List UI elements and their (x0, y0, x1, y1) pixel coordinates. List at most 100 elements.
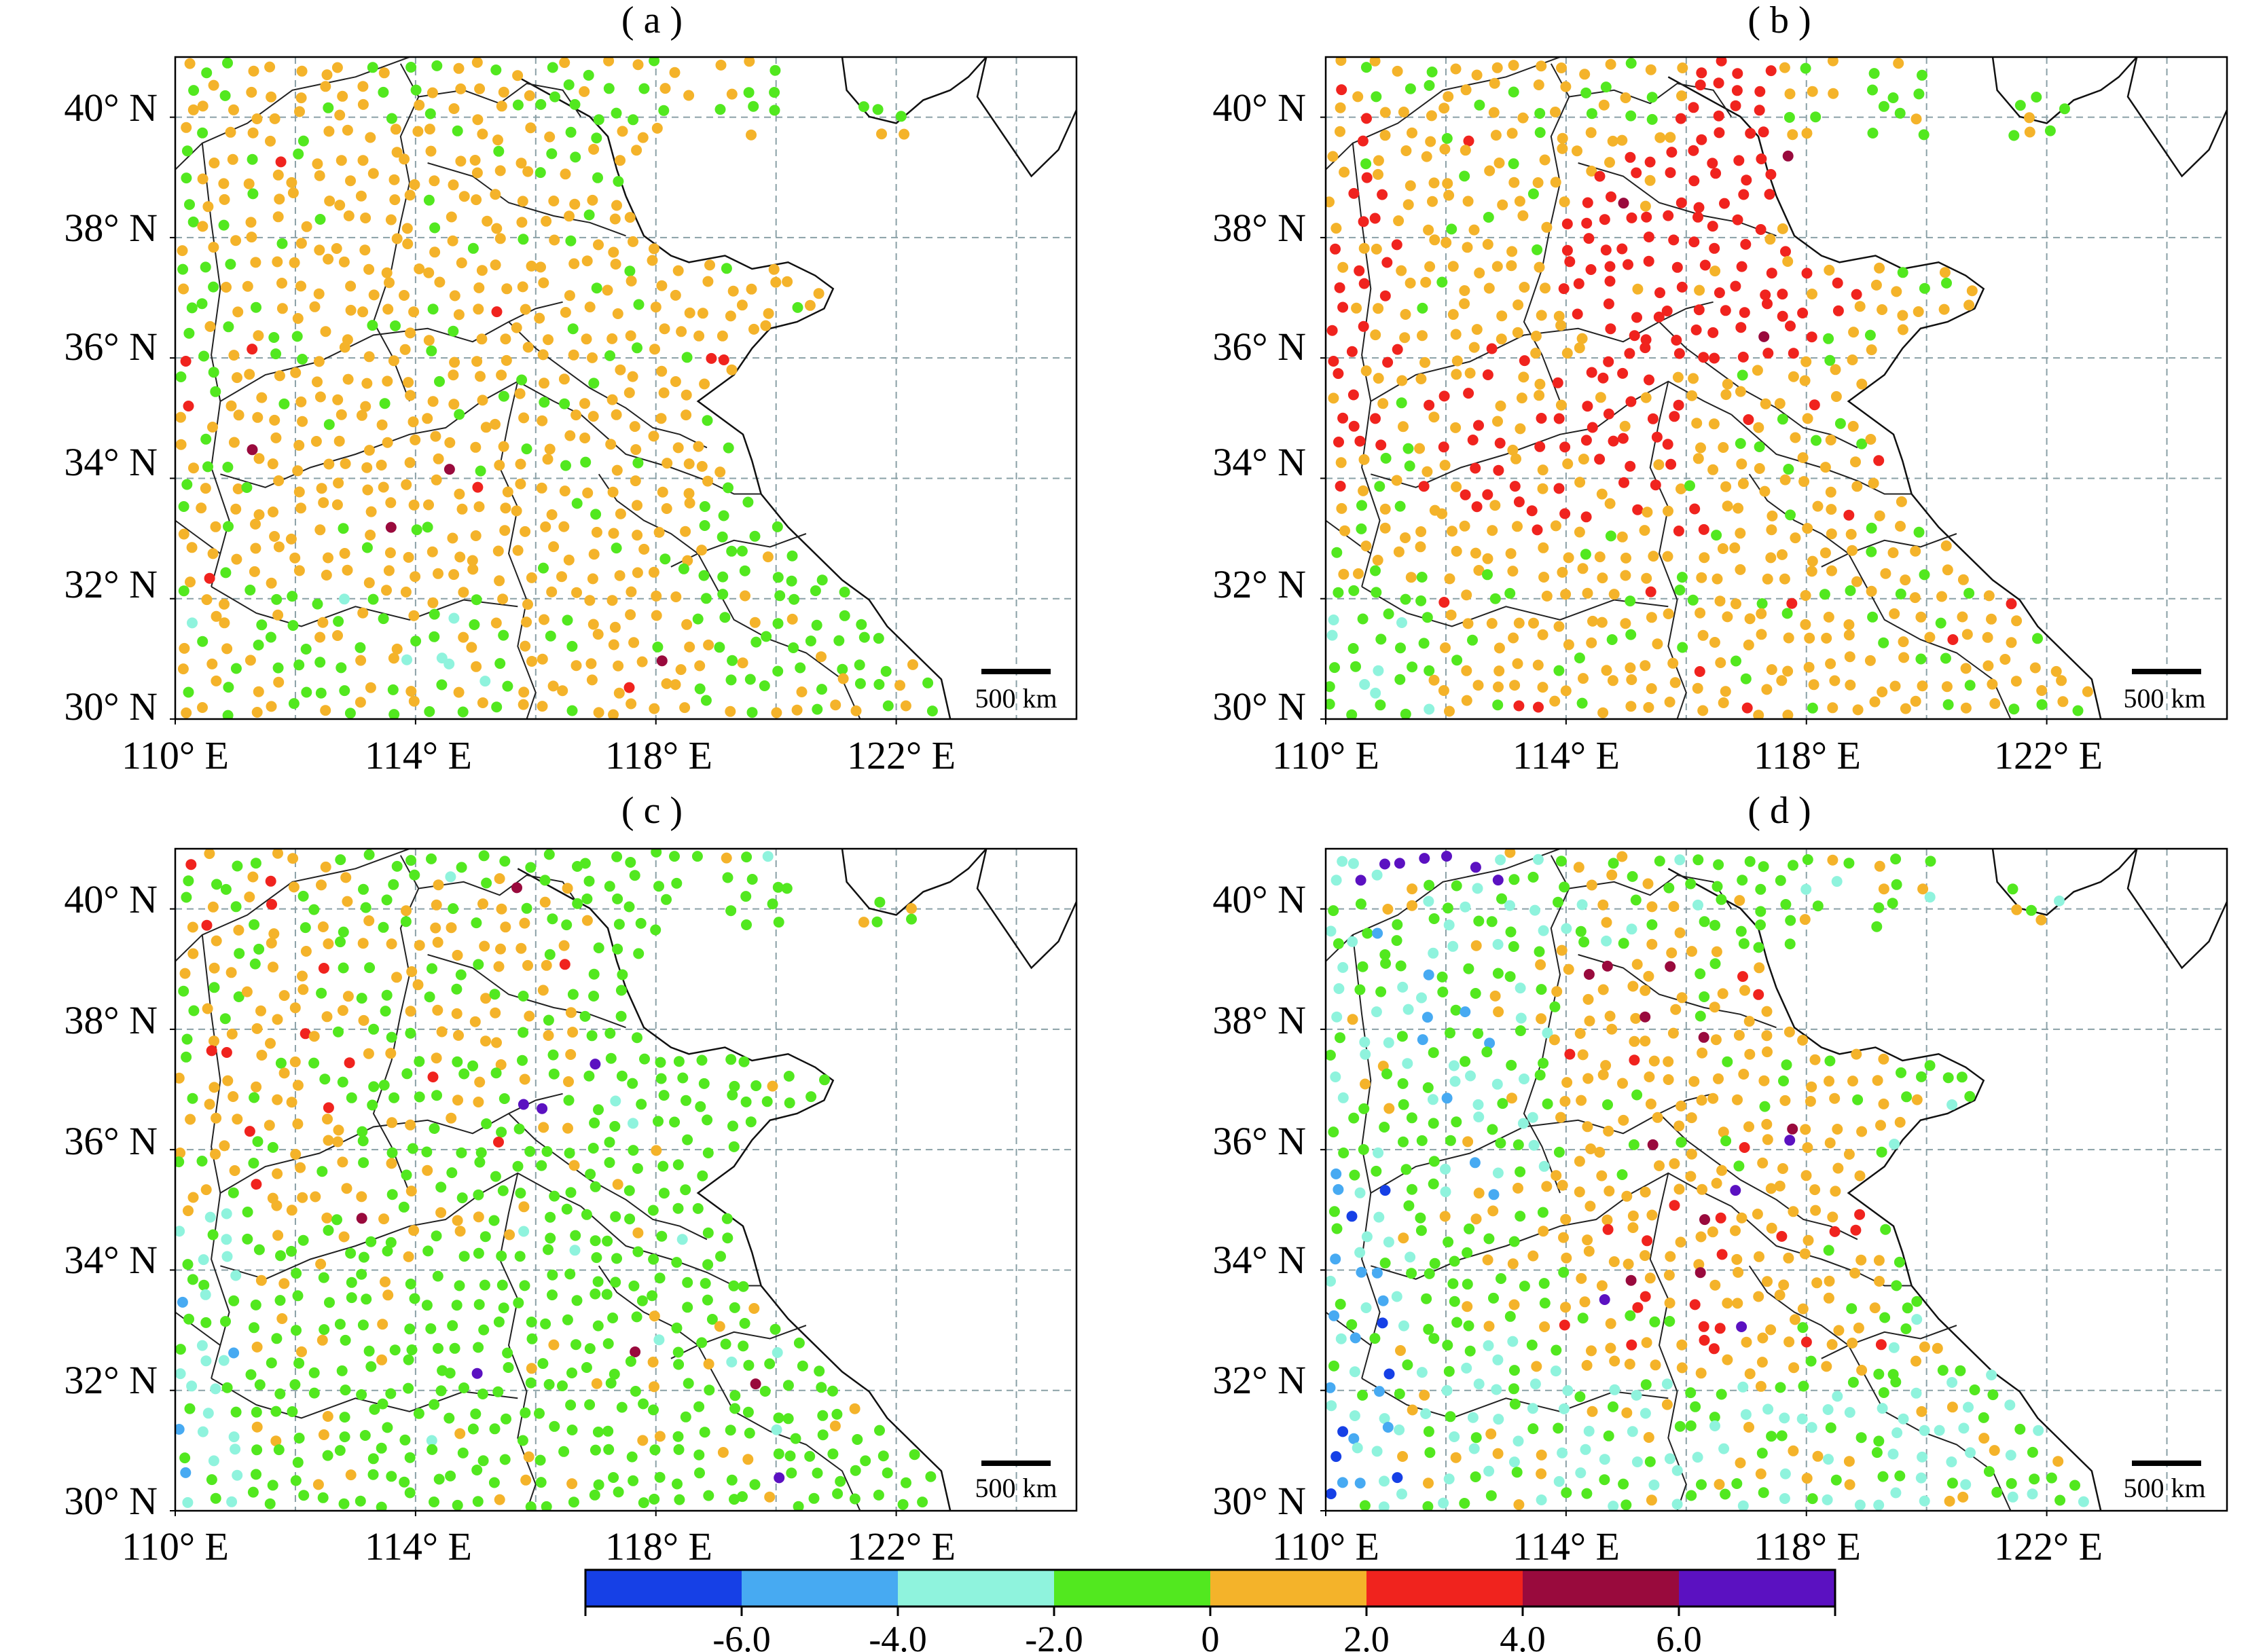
station-point (1508, 874, 1520, 885)
station-point (1626, 674, 1637, 685)
station-point (249, 1092, 260, 1103)
station-point (379, 398, 391, 409)
station-point (1559, 508, 1571, 519)
station-point (427, 546, 438, 557)
station-point (266, 898, 277, 910)
station-point (298, 1490, 310, 1501)
station-point (1472, 1099, 1484, 1110)
station-point (858, 917, 869, 928)
station-point (1640, 1035, 1651, 1047)
station-point (1381, 257, 1393, 268)
station-point (1491, 1078, 1503, 1090)
station-point (625, 330, 636, 342)
station-point (610, 1211, 621, 1222)
station-point (760, 320, 772, 331)
station-point (1359, 1500, 1371, 1511)
station-point (1603, 1125, 1614, 1137)
station-point (278, 398, 290, 409)
station-point (612, 893, 623, 904)
station-point (702, 1148, 714, 1158)
station-point (434, 276, 446, 288)
station-point (2031, 92, 2042, 103)
station-point (1472, 1028, 1484, 1040)
station-point (1626, 1339, 1637, 1351)
station-point (1382, 356, 1394, 368)
station-point (764, 1491, 776, 1503)
station-point (1379, 1258, 1391, 1269)
station-point (244, 585, 256, 595)
station-point (1960, 1479, 1972, 1490)
station-point (1348, 187, 1360, 199)
station-point (1576, 333, 1588, 344)
station-point (1847, 420, 1859, 432)
station-point (518, 412, 530, 424)
station-point (1574, 1028, 1586, 1039)
station-point (874, 896, 886, 908)
station-point (1557, 1179, 1568, 1191)
station-point (512, 70, 524, 81)
station-point (1713, 859, 1724, 870)
station-point (1784, 938, 1796, 950)
station-point (399, 290, 410, 301)
station-point (670, 679, 681, 691)
station-point (1541, 1181, 1553, 1192)
station-point (590, 1059, 601, 1070)
station-point (1854, 1499, 1866, 1511)
station-point (1856, 378, 1868, 390)
station-point (232, 306, 244, 318)
station-point (1553, 1422, 1564, 1434)
station-point (427, 304, 439, 315)
station-point (1504, 900, 1515, 911)
station-point (220, 883, 232, 895)
station-point (562, 1122, 573, 1134)
station-point (568, 258, 580, 270)
station-point (1326, 1275, 1336, 1287)
station-point (1601, 665, 1612, 676)
station-point (424, 108, 436, 120)
lon-tick-118: 118° E (1754, 733, 1861, 777)
lat-tick-38: 38° N (1212, 998, 1306, 1042)
station-point (245, 217, 257, 228)
station-point (2011, 904, 2023, 915)
station-point (175, 1072, 185, 1084)
station-point (518, 1027, 529, 1038)
scale-bar-label: 500 km (975, 1473, 1057, 1503)
station-point (804, 299, 816, 311)
station-point (569, 98, 581, 110)
station-point (1806, 566, 1817, 577)
station-point (1421, 466, 1433, 477)
station-point (917, 1497, 928, 1508)
coastline (517, 868, 627, 989)
station-point (1473, 1378, 1485, 1390)
station-point (819, 1074, 830, 1086)
station-point (435, 1181, 447, 1193)
station-point (1507, 444, 1519, 456)
station-point (658, 1188, 670, 1199)
station-point (1573, 862, 1584, 873)
station-point (361, 378, 373, 389)
station-point (1350, 661, 1361, 672)
station-point (721, 1213, 733, 1224)
station-point (1755, 883, 1767, 895)
station-point (1438, 441, 1449, 453)
station-point (1648, 1055, 1660, 1067)
station-point (1415, 1225, 1427, 1236)
station-point (1819, 589, 1830, 600)
station-point (873, 633, 884, 644)
station-point (626, 586, 637, 598)
station-point (1601, 1214, 1613, 1226)
station-point (1550, 520, 1561, 532)
station-point (1335, 481, 1346, 492)
station-point (250, 1299, 261, 1310)
station-point (1717, 543, 1728, 554)
station-point (386, 1117, 397, 1128)
station-point (241, 482, 253, 493)
station-point (522, 342, 534, 353)
station-point (1887, 547, 1899, 558)
station-point (385, 214, 397, 225)
station-point (1400, 145, 1412, 156)
station-point (1609, 1355, 1620, 1367)
station-point (1512, 521, 1523, 532)
station-point (1377, 398, 1389, 409)
station-point (273, 1444, 285, 1456)
